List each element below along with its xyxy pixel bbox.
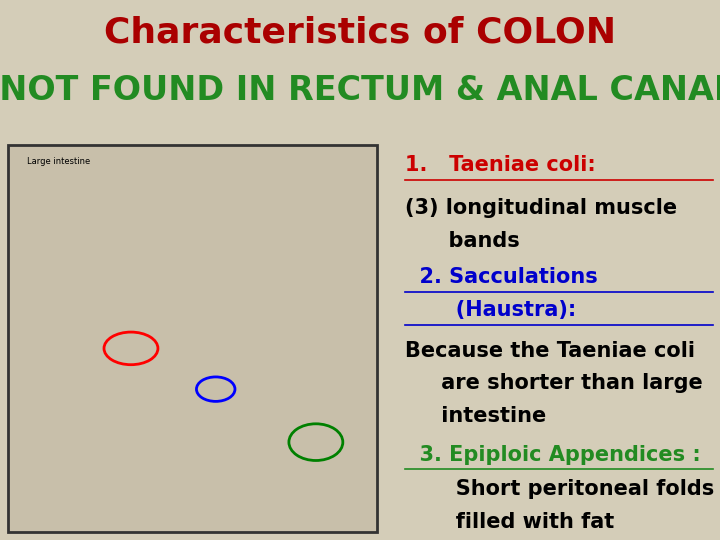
Text: intestine: intestine xyxy=(405,406,546,426)
Text: 1.   Taeniae coli:: 1. Taeniae coli: xyxy=(405,155,596,175)
Text: are shorter than large: are shorter than large xyxy=(405,373,703,393)
Text: (Haustra):: (Haustra): xyxy=(405,300,577,320)
Text: bands: bands xyxy=(405,231,520,251)
Text: 2. Sacculations: 2. Sacculations xyxy=(405,267,598,287)
Text: Characteristics of COLON: Characteristics of COLON xyxy=(104,16,616,50)
Text: filled with fat: filled with fat xyxy=(405,512,615,532)
Text: (3) longitudinal muscle: (3) longitudinal muscle xyxy=(405,198,678,218)
Text: (NOT FOUND IN RECTUM & ANAL CANAL: (NOT FOUND IN RECTUM & ANAL CANAL xyxy=(0,74,720,107)
Text: Because the Taeniae coli: Because the Taeniae coli xyxy=(405,341,696,361)
Text: 3. Epiploic Appendices :: 3. Epiploic Appendices : xyxy=(405,444,701,464)
FancyBboxPatch shape xyxy=(8,145,377,532)
Text: Short peritoneal folds: Short peritoneal folds xyxy=(405,479,714,499)
Text: Large intestine: Large intestine xyxy=(27,157,90,166)
